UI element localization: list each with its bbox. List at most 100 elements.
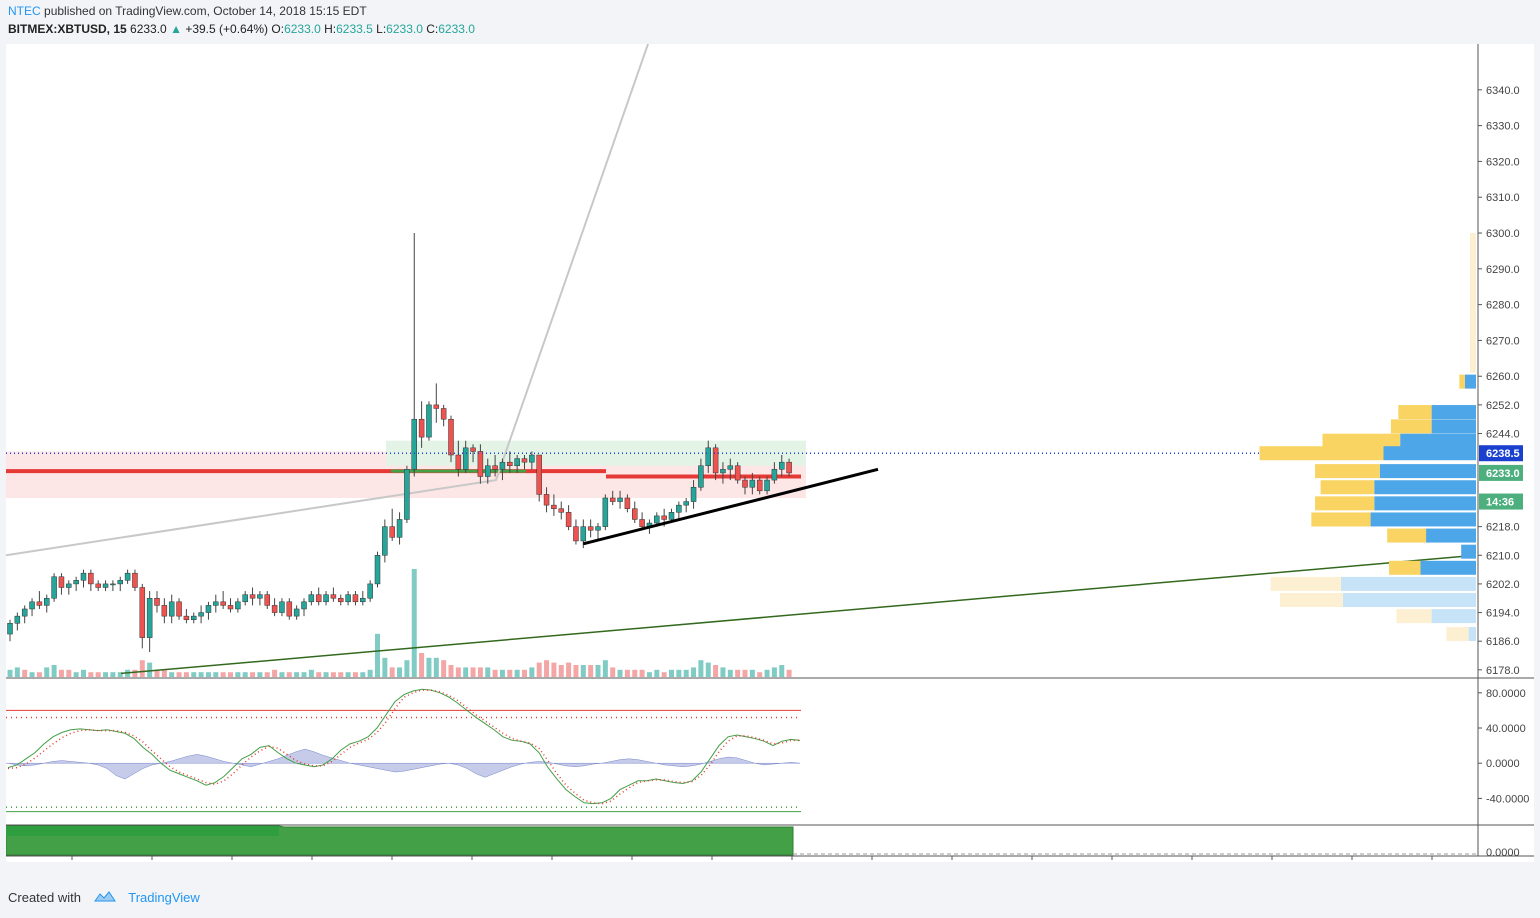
volume-bar bbox=[536, 662, 542, 677]
volume-bar bbox=[103, 672, 109, 677]
volume-bar bbox=[411, 569, 417, 677]
volume-bar bbox=[779, 665, 785, 677]
candle-body bbox=[426, 404, 432, 438]
candle-body bbox=[249, 594, 256, 599]
candle-body bbox=[80, 572, 87, 581]
published-text: published on TradingView.com, October 14… bbox=[44, 4, 367, 18]
volume-bar bbox=[455, 667, 461, 677]
volume-bar bbox=[161, 669, 167, 677]
volume-bar bbox=[242, 672, 248, 677]
ascending-trendline bbox=[582, 467, 879, 546]
volume-bar bbox=[742, 669, 748, 677]
volume-profile-thin bbox=[1470, 233, 1476, 373]
volume-profile-sell bbox=[1431, 609, 1476, 624]
candle-body bbox=[66, 583, 72, 588]
candle-body bbox=[690, 486, 697, 502]
candle-body bbox=[521, 458, 528, 463]
momentum-area bbox=[6, 748, 801, 780]
volume-bar bbox=[191, 672, 197, 677]
volume-bar bbox=[419, 653, 425, 677]
volume-bar bbox=[58, 669, 64, 677]
volume-bar bbox=[132, 669, 138, 677]
volume-bar bbox=[117, 672, 123, 677]
volume-bar bbox=[169, 672, 175, 677]
volume-bar bbox=[676, 669, 682, 677]
candle-body bbox=[360, 597, 366, 603]
volume-bar bbox=[294, 672, 300, 677]
close-value: 6233.0 bbox=[438, 22, 475, 36]
volume-bar bbox=[646, 672, 652, 677]
low-value: 6233.0 bbox=[386, 22, 423, 36]
candle-body bbox=[183, 615, 190, 620]
countdown-tag-text: 14:36 bbox=[1486, 497, 1514, 509]
volume-bar bbox=[463, 667, 469, 677]
volume-bar bbox=[66, 669, 72, 677]
volume-profile-buy bbox=[1387, 528, 1427, 543]
volume-profile-sell bbox=[1431, 405, 1476, 420]
symbol-line: BITMEX:XBTUSD, 15 6233.0 ▲ +39.5 (+0.64%… bbox=[8, 22, 908, 37]
grey-projection-line bbox=[6, 44, 649, 557]
candle-body bbox=[676, 504, 682, 513]
volume-bar bbox=[375, 633, 380, 677]
volume-bar bbox=[441, 660, 447, 677]
volume-profile-buy bbox=[1279, 593, 1343, 608]
countdown-tag-bg bbox=[1479, 493, 1523, 510]
volume-bar bbox=[551, 662, 557, 677]
volume-bar bbox=[573, 665, 579, 677]
volume-bar bbox=[345, 672, 351, 677]
candle-body bbox=[558, 508, 564, 513]
tradingview-link[interactable]: TradingView bbox=[128, 890, 200, 905]
candle-body bbox=[742, 479, 748, 488]
osc-tick-label: 40.0000 bbox=[1486, 723, 1526, 735]
candle-body bbox=[756, 479, 763, 492]
created-with-text: Created with bbox=[8, 890, 81, 905]
candle-body bbox=[95, 583, 101, 588]
price-tick-label: 6330.0 bbox=[1486, 121, 1520, 133]
volume-bar bbox=[669, 669, 674, 677]
candle-body bbox=[374, 555, 381, 585]
volume-bar bbox=[323, 672, 329, 677]
volume-bar bbox=[250, 672, 256, 677]
tradingview-logo-icon[interactable] bbox=[93, 890, 117, 907]
volume-bar bbox=[272, 669, 278, 677]
candle-body bbox=[440, 408, 447, 420]
chart-canvas[interactable]: 6340.0 6330.0 6320.0 6310.0 6300.0 6290.0 6280… bbox=[6, 44, 1534, 862]
candle-body bbox=[301, 601, 307, 610]
candle-body bbox=[462, 447, 469, 470]
candle-body bbox=[411, 418, 417, 470]
candle-body bbox=[727, 465, 734, 470]
volume-bar bbox=[360, 672, 366, 677]
candle-body bbox=[213, 601, 219, 606]
price-tick-label: 6300.0 bbox=[1486, 228, 1520, 240]
volume-bar bbox=[522, 669, 527, 677]
volume-profile-buy bbox=[1315, 496, 1375, 511]
volume-bar bbox=[286, 672, 292, 677]
volume-bar bbox=[595, 665, 601, 677]
candle-body bbox=[323, 594, 329, 603]
volume-bar bbox=[654, 669, 660, 677]
candle-body bbox=[485, 465, 491, 477]
candle-body bbox=[786, 461, 792, 474]
candle-body bbox=[683, 501, 689, 506]
volume-bar bbox=[81, 669, 86, 677]
volume-bar bbox=[786, 669, 792, 677]
volume-bar bbox=[713, 665, 719, 677]
stoch-k-line bbox=[7, 688, 801, 805]
author-name[interactable]: NTEC bbox=[8, 4, 41, 18]
candle-body bbox=[168, 601, 175, 617]
volume-bar bbox=[683, 669, 689, 677]
volume-bar bbox=[338, 672, 344, 677]
price-tick-label: 6320.0 bbox=[1486, 156, 1520, 168]
volume-profile-sell bbox=[1400, 433, 1476, 448]
volume-bar bbox=[617, 669, 623, 677]
price-tick-label: 6186.0 bbox=[1486, 636, 1520, 648]
volume-profile-sell bbox=[1340, 576, 1476, 591]
candle-body bbox=[132, 572, 138, 588]
candle-body bbox=[448, 418, 454, 456]
volume-profile-buy bbox=[1315, 464, 1380, 479]
volume-bar bbox=[749, 669, 755, 677]
chart-area[interactable]: 6340.0 6330.0 6320.0 6310.0 6300.0 6290.0 6280… bbox=[6, 44, 1534, 862]
candle-body bbox=[338, 597, 344, 603]
candle-body bbox=[286, 601, 293, 617]
price-tick-label: 6252.0 bbox=[1486, 400, 1520, 412]
